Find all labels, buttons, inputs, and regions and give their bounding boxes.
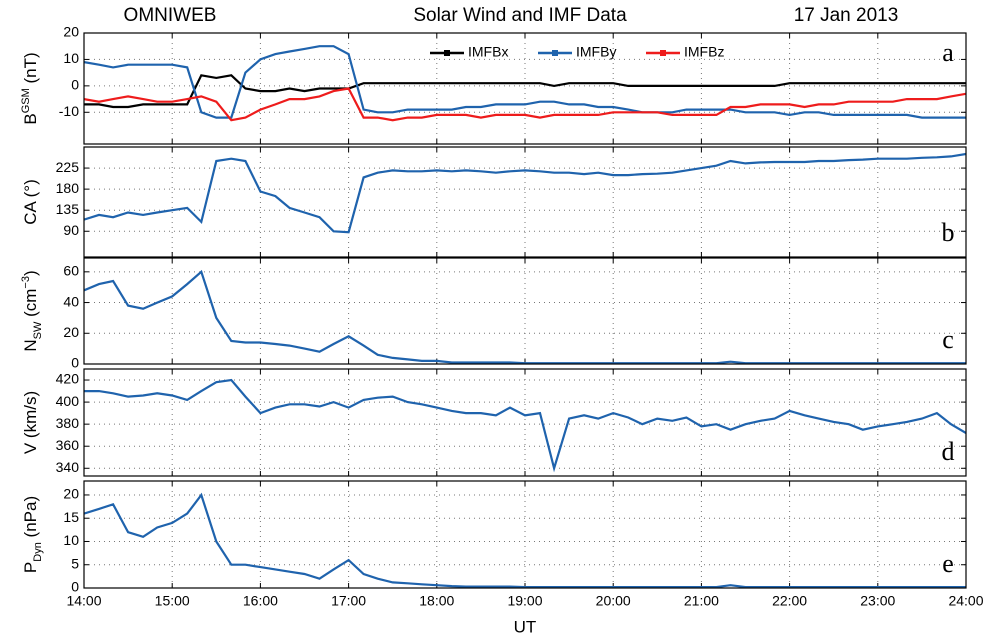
y-axis-label-part: N — [21, 339, 40, 351]
source-label: OMNIWEB — [124, 5, 217, 26]
panel-frame — [83, 146, 967, 258]
panel-frame — [83, 32, 967, 145]
y-tick-label: 90 — [63, 222, 79, 238]
legend-label: IMFBy — [576, 44, 616, 60]
y-tick-label: 180 — [56, 180, 80, 196]
y-axis-label: V (km/s) — [21, 391, 40, 454]
y-axis-label-part: P — [21, 562, 40, 573]
panel-label: e — [942, 549, 954, 578]
y-tick-label: 420 — [56, 371, 80, 387]
y-axis-label: PDyn (nPa) — [21, 496, 43, 573]
y-axis-label-part: SW — [32, 321, 44, 339]
y-axis-label-part: (nT) — [21, 52, 40, 88]
x-axis-label: UT — [514, 617, 537, 636]
y-tick-label: 15 — [63, 509, 79, 525]
x-tick-label: 23:00 — [860, 593, 895, 609]
legend-label: IMFBz — [684, 44, 724, 60]
y-tick-label: 380 — [56, 415, 80, 431]
series-line — [84, 45, 966, 119]
panel-label: a — [942, 38, 954, 67]
panel-frame — [83, 480, 967, 589]
x-tick-label: 22:00 — [772, 593, 807, 609]
panel-label: d — [942, 437, 955, 466]
y-tick-label: -10 — [59, 103, 79, 119]
y-tick-label: 340 — [56, 459, 80, 475]
y-axis-label-part: (cm — [21, 289, 40, 322]
x-tick-label: 14:00 — [66, 593, 101, 609]
y-tick-label: 0 — [71, 77, 79, 93]
y-tick-label: 0 — [71, 355, 79, 371]
y-tick-label: 40 — [63, 293, 79, 309]
series-line — [84, 87, 966, 122]
series-line — [84, 378, 966, 473]
panel-label: b — [942, 218, 955, 247]
y-axis-label-part: GSM — [20, 88, 32, 113]
y-tick-label: 20 — [63, 24, 79, 40]
y-axis-label: CA (°) — [21, 179, 40, 225]
x-tick-label: 15:00 — [155, 593, 190, 609]
y-tick-label: 10 — [63, 532, 79, 548]
date-label: 17 Jan 2013 — [794, 5, 899, 26]
y-axis-label-part: CA (°) — [21, 179, 40, 225]
x-tick-label: 19:00 — [507, 593, 542, 609]
x-tick-label: 20:00 — [596, 593, 631, 609]
y-tick-label: 20 — [63, 486, 79, 502]
y-tick-label: 5 — [71, 555, 79, 571]
legend-marker — [660, 50, 666, 56]
panel-frame — [83, 368, 967, 477]
x-tick-label: 24:00 — [948, 593, 983, 609]
chart-title: Solar Wind and IMF Data — [413, 5, 627, 26]
y-axis-label-part: −3 — [20, 276, 32, 289]
y-tick-label: 10 — [63, 50, 79, 66]
x-tick-label: 21:00 — [684, 593, 719, 609]
y-axis-label: NSW (cm−3) — [20, 270, 44, 351]
y-axis-label-part: ) — [21, 270, 40, 276]
y-tick-label: 60 — [63, 263, 79, 279]
x-tick-label: 17:00 — [331, 593, 366, 609]
legend-label: IMFBx — [468, 44, 508, 60]
y-tick-label: 0 — [71, 579, 79, 595]
panel-label: c — [942, 325, 954, 354]
y-tick-label: 20 — [63, 324, 79, 340]
series-line — [84, 269, 966, 364]
y-axis-label-part: (nPa) — [21, 496, 40, 542]
series-line — [84, 492, 966, 588]
y-axis-label: BGSM (nT) — [20, 52, 41, 124]
y-tick-label: 135 — [56, 201, 80, 217]
y-tick-label: 360 — [56, 437, 80, 453]
series-line — [84, 74, 966, 109]
series-line — [84, 152, 966, 234]
y-axis-label-part: V (km/s) — [21, 391, 40, 454]
legend-marker — [552, 50, 558, 56]
y-tick-label: 225 — [56, 159, 80, 175]
y-axis-label-part: B — [21, 113, 40, 124]
x-tick-label: 16:00 — [243, 593, 278, 609]
x-tick-label: 18:00 — [419, 593, 454, 609]
panel-frame — [83, 257, 967, 365]
y-axis-label-part: Dyn — [32, 542, 44, 562]
y-tick-label: 400 — [56, 393, 80, 409]
legend-marker — [444, 50, 450, 56]
